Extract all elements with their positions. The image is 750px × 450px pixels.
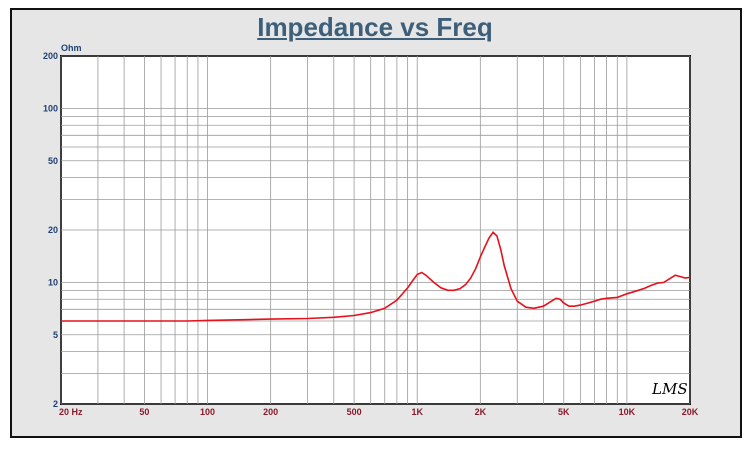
x-tick-labels: 20 Hz 50 100 200 500 1K 2K 5K 10K 20K [59, 407, 699, 417]
x-tick-label: 10K [619, 407, 636, 417]
y-tick-label: 200 [43, 51, 58, 61]
chart-title: Impedance vs Freq [257, 12, 493, 42]
y-unit-label: Ohm [61, 43, 82, 53]
x-tick-label: 100 [200, 407, 215, 417]
y-tick-label: 100 [43, 103, 58, 113]
y-tick-label: 2 [53, 399, 58, 409]
y-tick-label: 10 [48, 277, 58, 287]
y-tick-label: 50 [48, 156, 58, 166]
x-tick-label: 200 [263, 407, 278, 417]
y-tick-label: 5 [53, 330, 58, 340]
x-tick-label: 2K [475, 407, 487, 417]
lms-logo: LMS [651, 380, 688, 398]
y-tick-label: 20 [48, 225, 58, 235]
x-tick-label: 50 [139, 407, 149, 417]
x-tick-label: 500 [347, 407, 362, 417]
y-tick-labels: 200 100 50 20 10 5 2 [43, 51, 58, 409]
x-tick-label: 20K [682, 407, 699, 417]
x-tick-label: 5K [558, 407, 570, 417]
x-tick-label: 20 Hz [59, 407, 83, 417]
impedance-series-line [61, 231, 691, 322]
grid-lines [60, 55, 691, 405]
x-tick-label: 1K [411, 407, 423, 417]
